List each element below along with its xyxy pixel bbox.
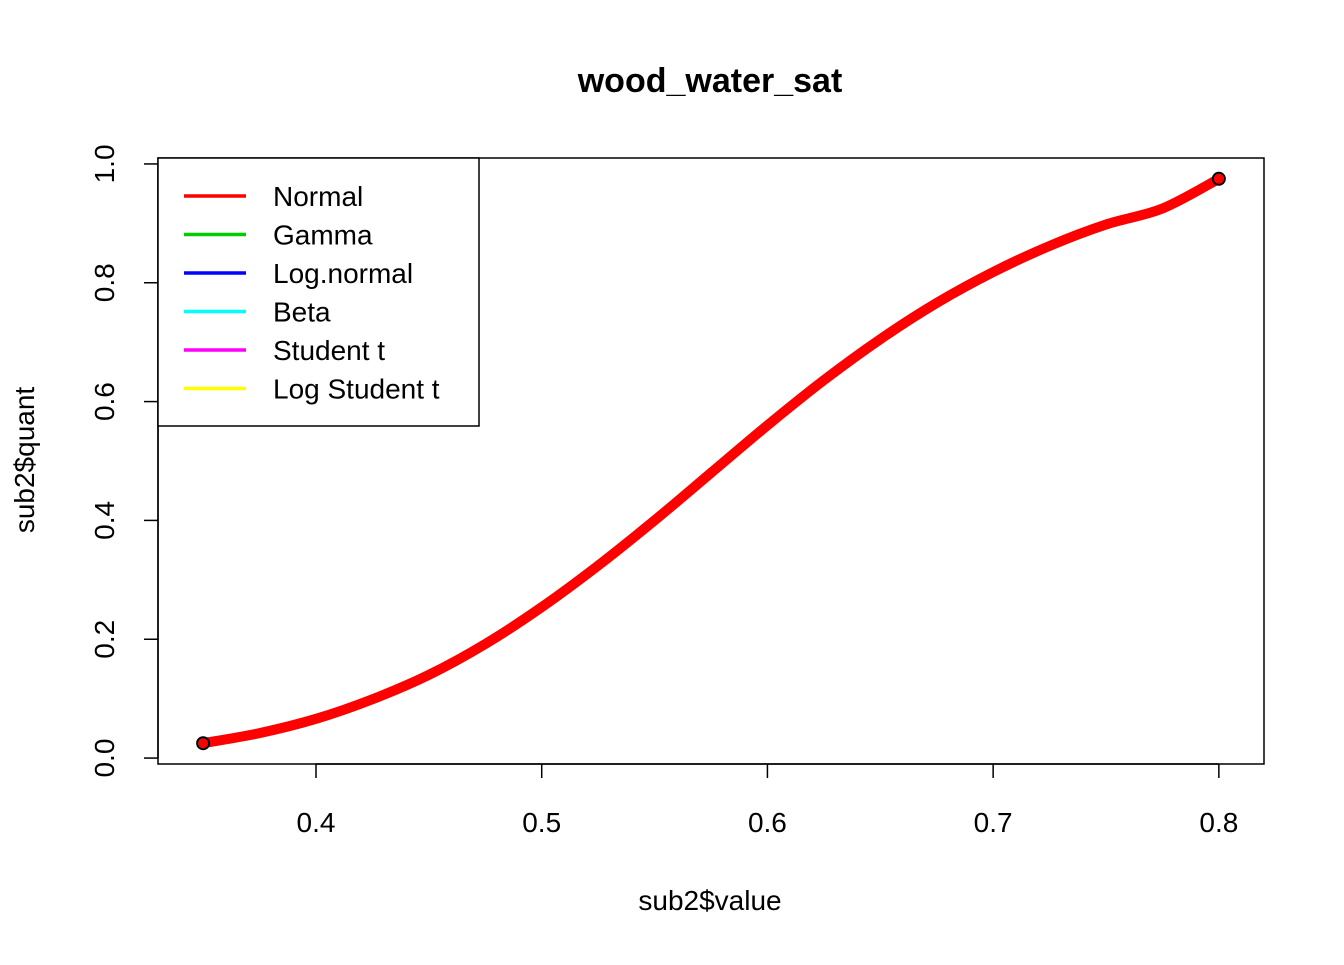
x-tick-label: 0.8	[1199, 807, 1238, 838]
x-axis-label: sub2$value	[638, 885, 781, 916]
y-tick-label: 0.8	[89, 263, 120, 302]
x-tick-label: 0.7	[974, 807, 1013, 838]
legend-label: Student t	[273, 335, 385, 366]
x-tick-label: 0.6	[748, 807, 787, 838]
series-line-normal	[198, 173, 1224, 749]
y-axis: 0.0 0.2 0.4 0.6 0.8 1.0	[89, 144, 159, 778]
x-tick-label: 0.4	[297, 807, 336, 838]
legend-label: Log.normal	[273, 258, 413, 289]
legend-label: Normal	[273, 181, 363, 212]
legend-label: Gamma	[273, 220, 373, 251]
legend: Normal Gamma Log.normal Beta Student t Log St…	[157, 157, 480, 427]
chart-title: wood_water_sat	[577, 62, 843, 100]
series-layer	[198, 173, 1224, 749]
legend-label: Log Student t	[273, 374, 440, 405]
y-tick-label: 0.0	[89, 739, 120, 778]
y-tick-label: 0.4	[89, 501, 120, 540]
legend-box	[157, 157, 480, 427]
y-axis-label: sub2$quant	[9, 387, 40, 534]
legend-label: Beta	[273, 297, 331, 328]
points-layer	[196, 171, 1226, 751]
y-tick-label: 0.2	[89, 620, 120, 659]
x-axis: 0.4 0.5 0.6 0.7 0.8	[297, 763, 1238, 838]
plot-frame	[157, 157, 1265, 765]
y-tick-label: 0.6	[89, 382, 120, 421]
data-point	[1211, 171, 1226, 186]
x-tick-label: 0.5	[522, 807, 561, 838]
y-tick-label: 1.0	[89, 144, 120, 183]
data-point	[196, 736, 211, 751]
